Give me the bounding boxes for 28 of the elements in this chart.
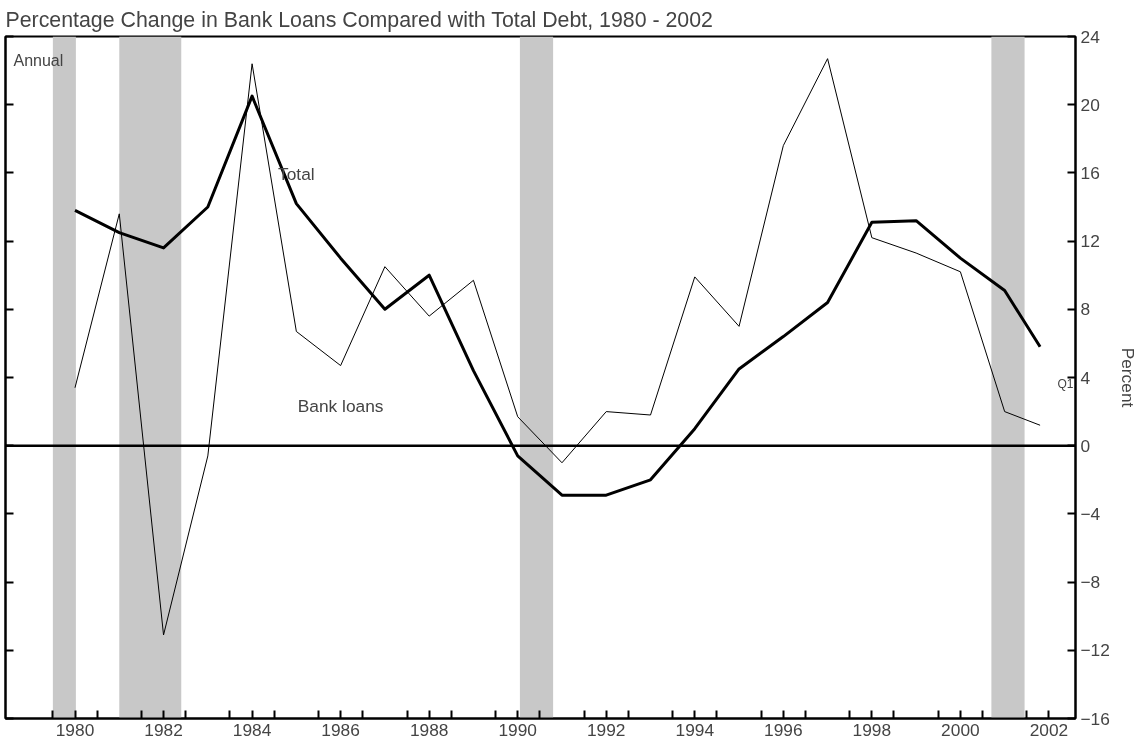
- y-tick-label: −4: [1080, 503, 1101, 524]
- y-tick-label: 12: [1080, 231, 1100, 252]
- x-tick-label: 1988: [409, 719, 449, 738]
- x-tick-label: 1984: [232, 719, 272, 738]
- y-axis-title: Percent: [1117, 347, 1138, 408]
- x-tick-label: 1998: [852, 719, 892, 738]
- y-tick-label: 0: [1080, 435, 1091, 456]
- x-tick-label: 2000: [941, 719, 980, 738]
- annotation: Annual: [13, 51, 64, 69]
- y-tick-label: 24: [1080, 26, 1101, 47]
- annotation: Q1: [1057, 376, 1074, 391]
- y-tick-label: 20: [1080, 94, 1100, 115]
- y-tick-label: −12: [1080, 640, 1110, 661]
- x-tick-label: 1982: [144, 719, 183, 738]
- y-tick-label: 4: [1080, 367, 1091, 388]
- text: Bank loans: [297, 395, 384, 416]
- x-tick-label: 1980: [55, 719, 95, 738]
- y-tick-label: 16: [1080, 162, 1100, 183]
- y-tick-label: −16: [1080, 708, 1110, 729]
- y-tick-label: −8: [1080, 572, 1101, 593]
- x-tick-label: 1986: [321, 719, 360, 738]
- x-tick-label: 1994: [675, 719, 715, 738]
- y-tick-label: 8: [1080, 299, 1091, 320]
- x-tick-label: 1992: [586, 719, 626, 738]
- x-tick-label: 1990: [498, 719, 537, 738]
- chart-title: Percentage Change in Bank Loans Compared with Total Debt, 1980 - 2002: [5, 7, 713, 32]
- x-tick-label: 1996: [764, 719, 803, 738]
- x-tick-label: 2002: [1029, 719, 1069, 738]
